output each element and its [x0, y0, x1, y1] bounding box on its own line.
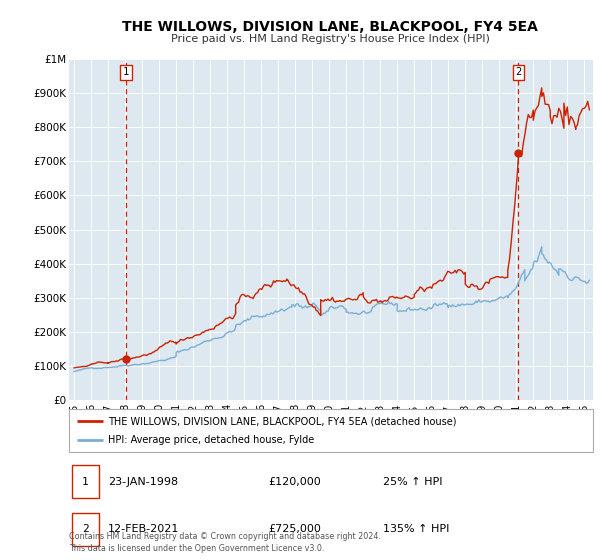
- Text: 2: 2: [515, 67, 521, 77]
- Text: 135% ↑ HPI: 135% ↑ HPI: [383, 524, 449, 534]
- Text: £725,000: £725,000: [268, 524, 321, 534]
- Text: 25% ↑ HPI: 25% ↑ HPI: [383, 477, 443, 487]
- FancyBboxPatch shape: [69, 409, 593, 452]
- FancyBboxPatch shape: [71, 513, 99, 545]
- FancyBboxPatch shape: [71, 465, 99, 498]
- Text: THE WILLOWS, DIVISION LANE, BLACKPOOL, FY4 5EA (detached house): THE WILLOWS, DIVISION LANE, BLACKPOOL, F…: [108, 416, 457, 426]
- Text: THE WILLOWS, DIVISION LANE, BLACKPOOL, FY4 5EA: THE WILLOWS, DIVISION LANE, BLACKPOOL, F…: [122, 20, 538, 34]
- Text: HPI: Average price, detached house, Fylde: HPI: Average price, detached house, Fyld…: [108, 435, 314, 445]
- Text: 2: 2: [82, 524, 89, 534]
- Text: Price paid vs. HM Land Registry's House Price Index (HPI): Price paid vs. HM Land Registry's House …: [170, 34, 490, 44]
- Text: Contains HM Land Registry data © Crown copyright and database right 2024.
This d: Contains HM Land Registry data © Crown c…: [69, 533, 381, 553]
- Text: 1: 1: [123, 67, 129, 77]
- Text: £120,000: £120,000: [268, 477, 321, 487]
- Text: 1: 1: [82, 477, 89, 487]
- Text: 12-FEB-2021: 12-FEB-2021: [108, 524, 179, 534]
- Text: 23-JAN-1998: 23-JAN-1998: [108, 477, 178, 487]
